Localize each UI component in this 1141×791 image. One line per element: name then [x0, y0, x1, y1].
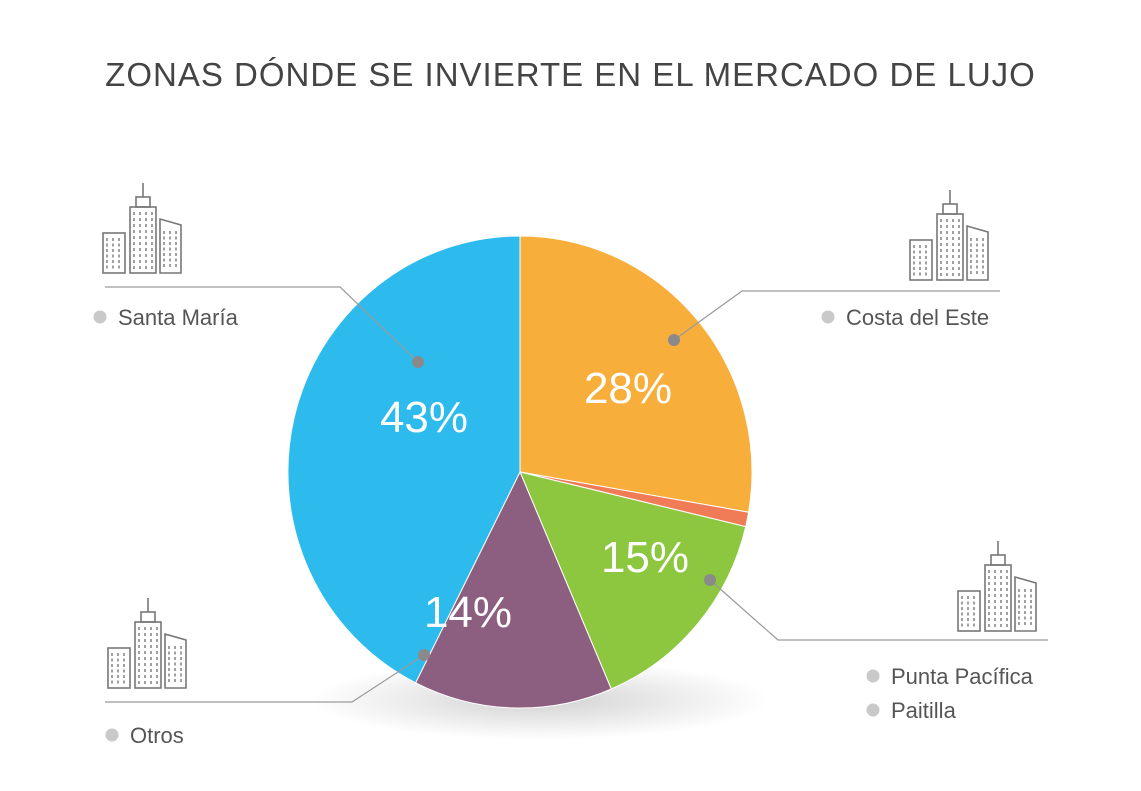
legend-bullet: [821, 310, 835, 324]
legend-label: Paitilla: [891, 698, 957, 723]
leader-line: [709, 579, 1048, 641]
chart-title: ZONAS DÓNDE SE INVIERTE EN EL MERCADO DE…: [105, 56, 1036, 93]
buildings-icon: [957, 541, 1037, 632]
slice-label: 15%: [601, 533, 689, 582]
pie-slice[interactable]: [287, 235, 521, 684]
legend-bullet: [866, 703, 880, 717]
leader-dot: [412, 356, 424, 368]
legend-bullet: [866, 669, 880, 683]
leader-dot: [668, 334, 680, 346]
leader-line: [105, 286, 419, 363]
slice-label: 14%: [424, 588, 512, 637]
buildings-icon: [102, 183, 182, 274]
legend-label: Otros: [130, 723, 184, 748]
legend-label: Punta Pacífica: [891, 664, 1034, 689]
pie-slice[interactable]: [519, 471, 747, 690]
leader-line: [105, 654, 425, 703]
legend-label: Costa del Este: [846, 305, 989, 330]
slice-label: 43%: [380, 393, 468, 442]
legend-label: Santa María: [118, 305, 239, 330]
leader-dot: [704, 574, 716, 586]
leader-line: [673, 290, 1000, 341]
buildings-icon: [909, 190, 989, 281]
pie-slice[interactable]: [519, 235, 753, 513]
pie-slice[interactable]: [414, 470, 612, 709]
buildings-icon: [107, 598, 187, 689]
legend-bullet: [105, 728, 119, 742]
legend-bullet: [93, 310, 107, 324]
slice-label: 28%: [584, 364, 672, 413]
leader-dot: [418, 649, 430, 661]
